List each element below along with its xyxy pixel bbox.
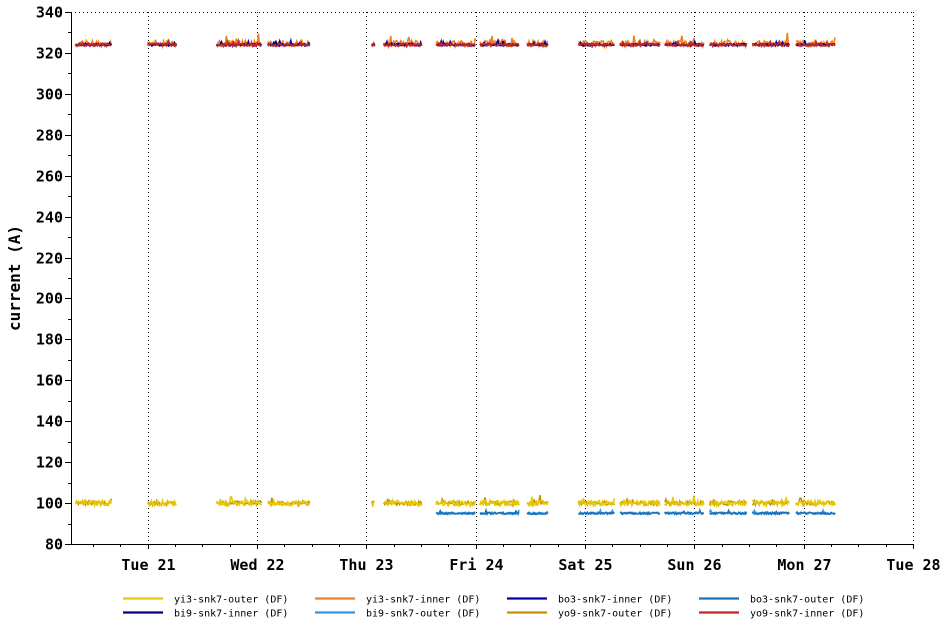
x-tick-labels: Tue 21 Wed 22 Thu 23 Fri 24 Sat 25 Sun 26 Mon … (121, 556, 940, 574)
y-tick-label: 280 (36, 127, 63, 145)
series-segment (619, 38, 661, 49)
series-segment (709, 498, 748, 509)
series-segment (215, 496, 262, 508)
series-segment (146, 39, 177, 48)
series-segment (479, 35, 520, 48)
series-segment (577, 41, 615, 49)
legend-item: bo3-snk7-inner (DF) (507, 595, 672, 606)
x-tick-label: Sat 25 (558, 556, 612, 574)
y-tick-label: 300 (36, 86, 63, 104)
series-segment (664, 495, 705, 508)
legend-label: bi9-snk7-inner (DF) (174, 609, 288, 620)
legend-item: bo3-snk7-outer (DF) (699, 595, 864, 606)
y-tick-label: 140 (36, 413, 63, 431)
legend-label: yi3-snk7-outer (DF) (174, 595, 288, 606)
y-tick-label: 200 (36, 290, 63, 308)
y-tick-label: 120 (36, 454, 63, 472)
legend-label: bo3-snk7-inner (DF) (558, 595, 672, 606)
series-segment (74, 498, 113, 509)
y-tick-labels: 80 100 120 140 160 180 200 220 240 260 280 300 320 34… (36, 4, 63, 554)
series-segment (664, 510, 705, 516)
y-tick-label: 160 (36, 372, 63, 390)
series-segment (619, 510, 661, 516)
x-tick-label: Tue 21 (121, 556, 175, 574)
series-segment (751, 495, 790, 509)
series-segment (479, 39, 520, 49)
legend-item: yi3-snk7-inner (DF) (315, 595, 480, 606)
series-segment (74, 41, 112, 48)
y-tick-label: 180 (36, 331, 63, 349)
series-segment (752, 509, 790, 516)
series-yi3-snk7-outer (74, 495, 836, 509)
x-tick-label: Fri 24 (449, 556, 503, 574)
series-layer (74, 32, 836, 517)
series-segment (479, 507, 520, 516)
series-segment (526, 42, 549, 48)
legend-label: yo9-snk7-inner (DF) (750, 609, 864, 620)
y-tick-label: 240 (36, 209, 63, 227)
y-tick-label: 320 (36, 45, 63, 63)
series-segment (751, 39, 791, 49)
axes-layer (65, 12, 914, 549)
series-segment (708, 41, 748, 49)
series-segment (619, 498, 661, 509)
y-tick-label: 100 (36, 495, 63, 513)
y-tick-label: 220 (36, 250, 63, 268)
series-segment (216, 37, 262, 49)
legend-item: yo9-snk7-outer (DF) (507, 609, 672, 620)
series-segment (795, 38, 836, 48)
series-segment (74, 38, 113, 49)
legend-item: bi9-snk7-outer (DF) (315, 609, 480, 620)
series-bo3-snk7-outer (435, 507, 836, 516)
series-segment (578, 510, 615, 516)
series-segment (371, 41, 376, 47)
series-segment (435, 508, 476, 516)
legend-item: yo9-snk7-inner (DF) (699, 609, 864, 620)
x-tick-label: Mon 27 (777, 556, 831, 574)
x-tick-label: Tue 28 (886, 556, 940, 574)
x-tick-label: Sun 26 (667, 556, 721, 574)
series-segment (435, 498, 476, 509)
series-segment (795, 510, 836, 516)
legend-label: bi9-snk7-outer (DF) (366, 609, 480, 620)
y-tick-label: 260 (36, 168, 63, 186)
y-tick-label: 340 (36, 4, 63, 22)
series-segment (146, 497, 177, 508)
series-yo9-snk7-inner (74, 37, 836, 49)
legend-item: yi3-snk7-outer (DF) (123, 595, 288, 606)
series-segment (382, 41, 423, 49)
series-segment (526, 496, 549, 509)
grid-layer (148, 12, 914, 544)
x-tick-label: Wed 22 (230, 556, 284, 574)
series-segment (577, 498, 616, 508)
series-segment (382, 497, 423, 508)
series-segment (267, 497, 310, 508)
legend: yi3-snk7-outer (DF) bi9-snk7-inner (DF) yi… (123, 595, 864, 620)
series-segment (267, 39, 311, 48)
series-segment (709, 508, 748, 516)
y-tick-label: 80 (45, 536, 63, 554)
legend-item: bi9-snk7-inner (DF) (123, 609, 288, 620)
series-segment (795, 497, 836, 508)
series-segment (370, 500, 375, 509)
series-segment (479, 497, 520, 508)
legend-label: yi3-snk7-inner (DF) (366, 595, 480, 606)
series-segment (664, 40, 704, 48)
y-axis-label: current (A) (5, 225, 24, 331)
series-segment (526, 511, 549, 516)
legend-label: bo3-snk7-outer (DF) (750, 595, 864, 606)
series-segment (435, 41, 476, 48)
x-tick-label: Thu 23 (339, 556, 393, 574)
legend-label: yo9-snk7-outer (DF) (558, 609, 672, 620)
